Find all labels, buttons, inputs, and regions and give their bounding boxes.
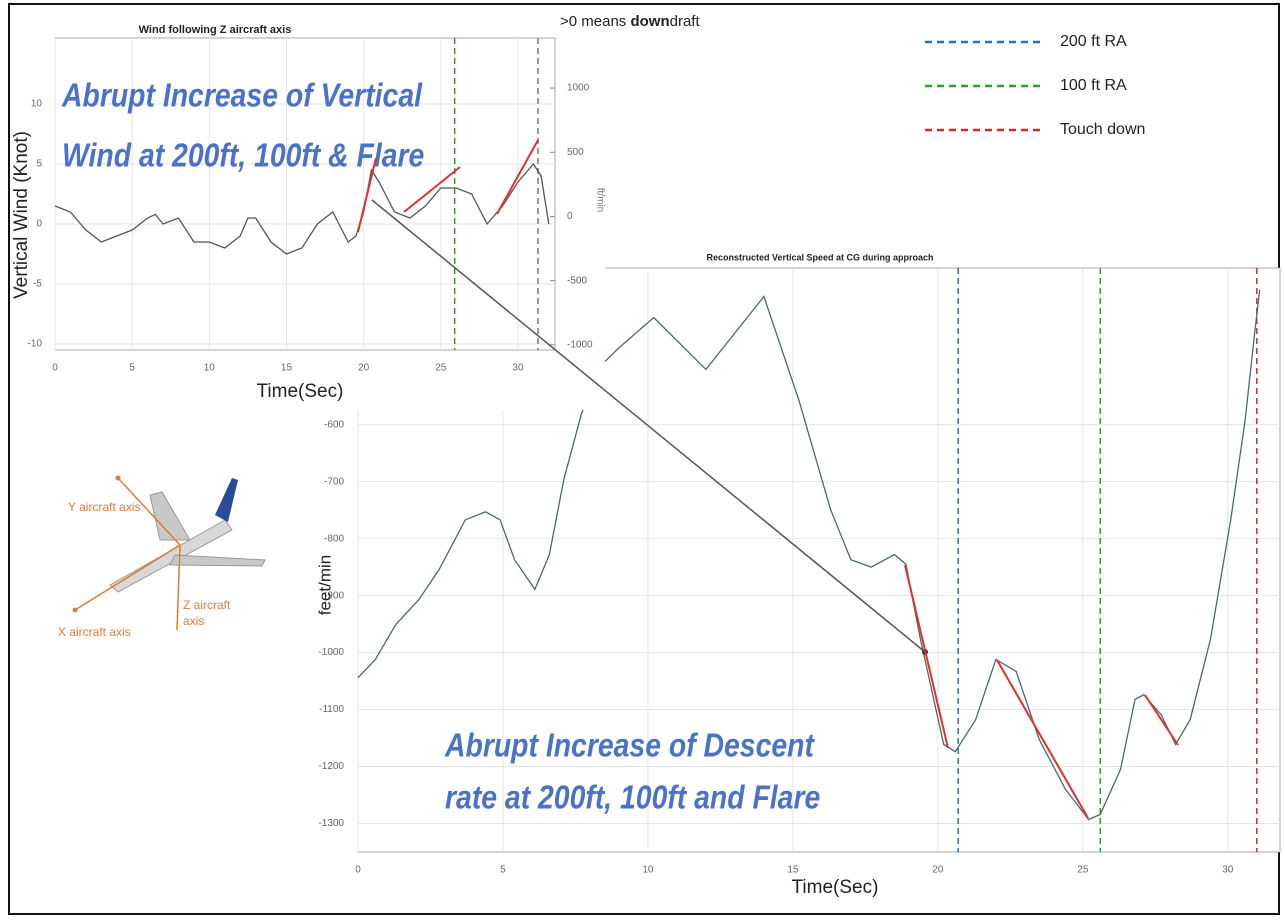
trend-arrow	[403, 166, 461, 213]
y-tick-label: -700	[324, 476, 344, 487]
legend-label: 100 ft RA	[1060, 77, 1127, 94]
x-tick-label: 10	[204, 363, 216, 374]
note-part: >0 means	[560, 13, 630, 30]
axis-label: X aircraft axis	[58, 625, 131, 639]
annotation: rate at 200ft, 100ft and Flare	[445, 779, 820, 817]
y-tick-label: -1300	[318, 818, 344, 829]
x-tick-label: 20	[932, 865, 944, 876]
annotation: Wind at 200ft, 100ft & Flare	[62, 137, 424, 175]
aircraft-diagram: Y aircraft axis X aircraft axis Z aircra…	[58, 475, 266, 639]
y-tick-label: 5	[36, 159, 42, 170]
y-tick-label: -600	[324, 419, 344, 430]
wing	[169, 554, 266, 567]
y-tick-label: 0	[36, 219, 42, 230]
annotation: Abrupt Increase of Vertical	[61, 77, 423, 115]
tail	[215, 478, 238, 522]
x-tick-label: 15	[281, 363, 293, 374]
y-tick-label: -5	[33, 279, 42, 290]
x-tick-label: 25	[435, 363, 447, 374]
data-line	[54, 162, 550, 255]
data-line	[357, 289, 1261, 821]
chart-title: Wind following Z aircraft axis	[139, 24, 292, 36]
arrow-head	[115, 475, 121, 481]
x-tick-label: 25	[1077, 865, 1089, 876]
y2-axis-label: ft/min	[594, 188, 605, 212]
x-tick-label: 0	[52, 363, 58, 374]
y-tick-label: -1100	[319, 704, 344, 715]
y2-note: >0 means downdraft	[560, 13, 700, 30]
y-tick-label: -1000	[318, 647, 344, 658]
trend-arrow	[1144, 694, 1179, 746]
axis-label: Y aircraft axis	[68, 500, 140, 514]
axis-arrow	[117, 477, 181, 546]
x-tick-label: 0	[355, 865, 361, 876]
arrow-head	[72, 607, 78, 613]
wing	[149, 491, 191, 541]
y-tick-label: -900	[324, 590, 344, 601]
axis-label: axis	[183, 614, 204, 628]
legend-label: 200 ft RA	[1060, 33, 1127, 50]
x-axis-label: Time(Sec)	[792, 877, 879, 898]
trend-arrow	[904, 564, 949, 749]
chart-title: Reconstructed Vertical Speed at CG durin…	[706, 252, 933, 262]
fuselage	[109, 519, 233, 593]
y-axis-label: feet/min	[315, 555, 334, 615]
x-tick-label: 5	[129, 363, 135, 374]
x-tick-label: 15	[787, 865, 799, 876]
y-tick-label: 10	[31, 99, 43, 110]
y2-tick-label: -500	[567, 275, 587, 286]
y2-tick-label: 500	[567, 147, 584, 158]
y-tick-label: -1200	[318, 761, 344, 772]
legend-label: Touch down	[1060, 121, 1145, 138]
link-arrow	[371, 199, 926, 653]
x-tick-label: 30	[1222, 865, 1234, 876]
x-tick-label: 10	[642, 865, 654, 876]
annotation: Abrupt Increase of Descent	[444, 727, 815, 765]
trend-arrow	[496, 139, 539, 215]
y2-tick-label: 1000	[567, 83, 590, 94]
note-part: down	[630, 13, 669, 30]
y2-tick-label: 0	[567, 211, 573, 222]
trend-arrow	[357, 157, 377, 233]
y2-tick-label: -1000	[567, 340, 593, 351]
annotation-arrows	[357, 139, 1179, 819]
axis-label: Z aircraft	[183, 598, 231, 612]
chart-1: 0 5 10 15 20 25 30 -10 -5 0 5 10 -1000 -500 0 500 1000 ft…	[10, 5, 700, 410]
x-axis-label: Time(Sec)	[257, 381, 344, 402]
note-part: draft	[670, 13, 701, 30]
x-tick-label: 20	[358, 363, 370, 374]
trend-arrow	[996, 659, 1089, 819]
x-tick-label: 5	[500, 865, 506, 876]
y-tick-label: -10	[28, 339, 43, 350]
axis-arrow	[176, 544, 181, 631]
y-axis-label: Vertical Wind (Knot)	[11, 131, 32, 299]
axis-arrow	[74, 544, 181, 611]
y-tick-label: -800	[324, 533, 344, 544]
x-tick-label: 30	[512, 363, 524, 374]
